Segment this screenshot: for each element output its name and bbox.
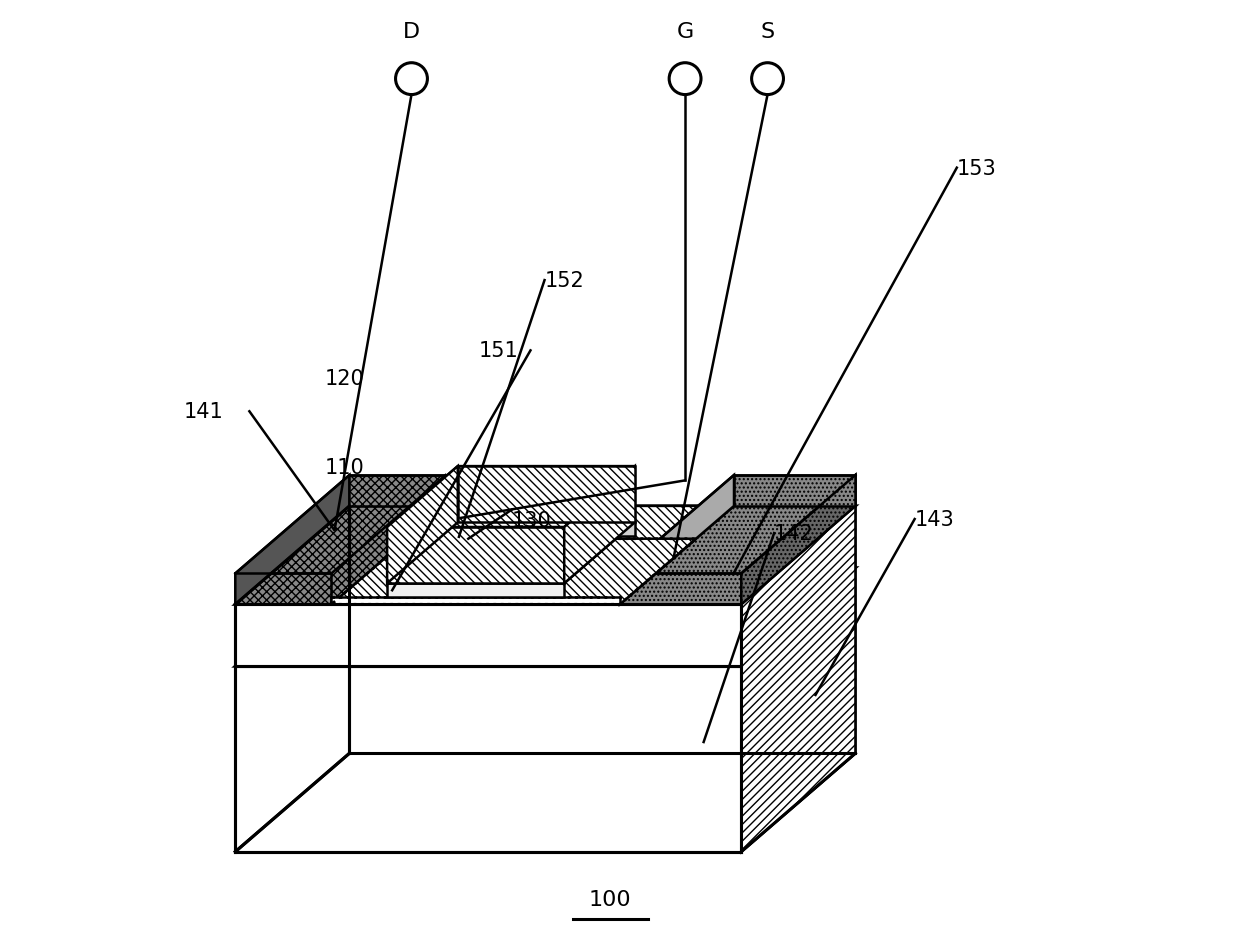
- Text: 142: 142: [774, 523, 814, 544]
- Polygon shape: [235, 475, 349, 605]
- Polygon shape: [741, 475, 855, 605]
- Text: 151: 151: [479, 341, 519, 361]
- Text: 120: 120: [325, 369, 364, 389]
- Text: D: D: [403, 22, 420, 42]
- Polygon shape: [332, 506, 733, 605]
- Text: 143: 143: [914, 509, 954, 530]
- Polygon shape: [387, 466, 634, 528]
- Polygon shape: [564, 466, 634, 584]
- Polygon shape: [457, 466, 634, 522]
- Text: S: S: [761, 22, 774, 42]
- Polygon shape: [387, 584, 564, 597]
- Polygon shape: [387, 528, 564, 584]
- Polygon shape: [457, 522, 634, 537]
- Text: 141: 141: [183, 402, 223, 422]
- Text: 152: 152: [544, 271, 585, 291]
- Polygon shape: [332, 597, 620, 605]
- Polygon shape: [349, 475, 446, 506]
- Polygon shape: [741, 475, 855, 852]
- Polygon shape: [235, 605, 741, 666]
- Polygon shape: [741, 506, 855, 666]
- Text: G: G: [676, 22, 694, 42]
- Text: 110: 110: [325, 458, 364, 478]
- Polygon shape: [741, 568, 855, 852]
- Polygon shape: [733, 475, 855, 506]
- Polygon shape: [620, 475, 733, 605]
- Polygon shape: [387, 522, 634, 584]
- Polygon shape: [235, 506, 446, 605]
- Polygon shape: [235, 574, 332, 605]
- Polygon shape: [387, 466, 457, 584]
- Polygon shape: [332, 539, 696, 605]
- Polygon shape: [235, 506, 855, 605]
- Polygon shape: [620, 574, 741, 605]
- Text: 153: 153: [957, 158, 996, 179]
- Polygon shape: [235, 666, 741, 852]
- Polygon shape: [235, 568, 855, 666]
- Polygon shape: [620, 506, 855, 605]
- Text: 100: 100: [589, 888, 632, 909]
- Text: 130: 130: [512, 510, 551, 530]
